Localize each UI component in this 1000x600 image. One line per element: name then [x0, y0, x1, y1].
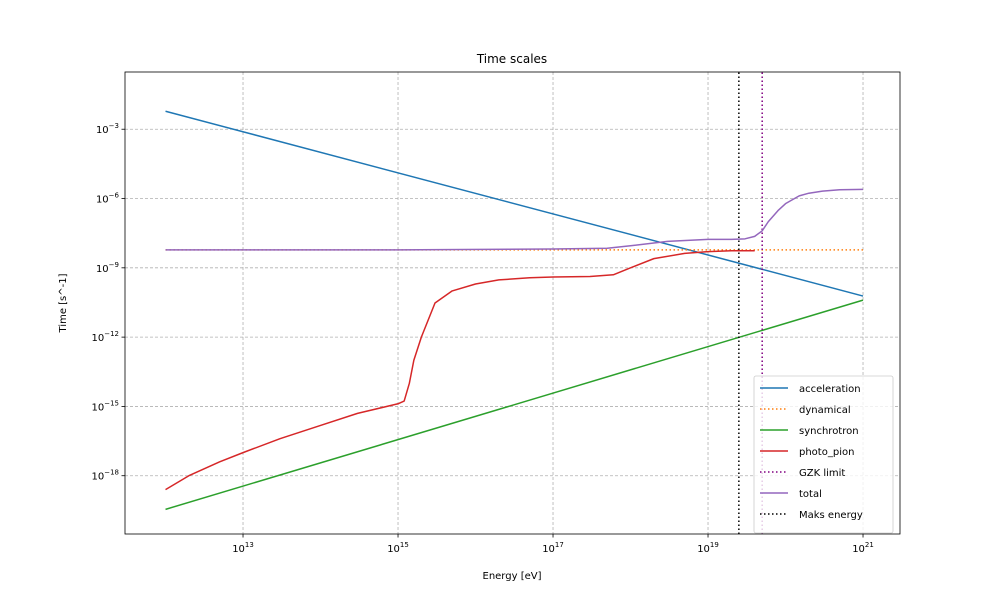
legend-label-maks-energy: Maks energy: [799, 510, 863, 521]
x-tick-label: 1017: [542, 541, 564, 555]
x-tick-label: 1013: [232, 541, 254, 555]
plot-frame: [124, 71, 901, 535]
series-line-total: [165, 188, 864, 251]
legend-label-acceleration: acceleration: [799, 384, 861, 395]
legend-label-synchrotron: synchrotron: [799, 426, 859, 437]
plot-series: [165, 72, 864, 534]
x-axis-ticks: 1013 1015 1017 1019 1021: [232, 534, 874, 555]
series-line-photo-pion: [165, 249, 755, 491]
legend-box: [753, 375, 894, 534]
legend-label-dynamical: dynamical: [799, 405, 851, 416]
series-line-acceleration: [165, 110, 864, 297]
y-tick-label: 10−6: [96, 192, 120, 206]
series-line-synchrotron: [165, 299, 864, 511]
legend-label-total: total: [799, 489, 822, 500]
x-tick-label: 1019: [697, 541, 719, 555]
legend-label-gzk-limit: GZK limit: [799, 468, 845, 479]
x-tick-label: 1021: [852, 541, 874, 555]
y-tick-label: 10−15: [91, 399, 119, 413]
y-tick-label: 10−12: [91, 330, 119, 344]
y-tick-label: 10−18: [91, 469, 119, 483]
y-tick-label: 10−3: [96, 122, 119, 136]
legend-label-photo-pion: photo_pion: [799, 447, 854, 458]
x-axis-label: Energy [eV]: [483, 571, 542, 582]
x-tick-label: 1015: [387, 541, 409, 555]
chart-title: Time scales: [476, 52, 547, 66]
legend: acceleration dynamical synchrotron photo_pi…: [753, 375, 894, 534]
y-tick-label: 10−9: [96, 261, 119, 275]
y-axis-label: Time [s^-1]: [58, 273, 69, 333]
y-axis-ticks: 10−18 10−15 10−12 10−9 10−6 10−3: [91, 122, 125, 483]
